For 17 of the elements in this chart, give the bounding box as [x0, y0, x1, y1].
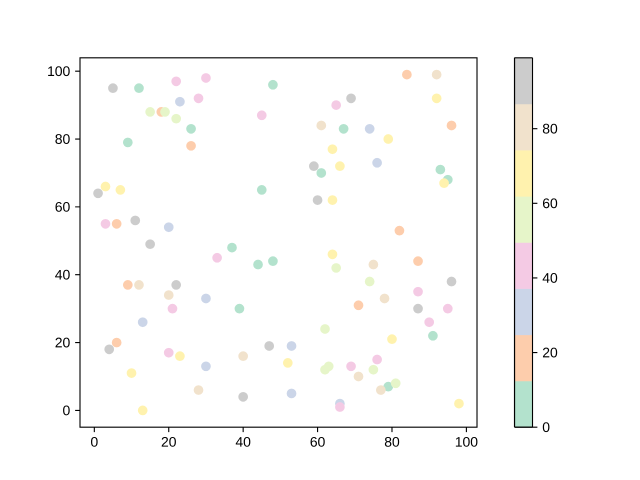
color-bar-label: 80	[542, 124, 558, 134]
x-tick-label: 60	[310, 436, 325, 447]
color-bar-label: 40	[542, 273, 558, 283]
y-tick-label: 0	[63, 405, 70, 416]
x-tick-label: 0	[91, 436, 98, 447]
y-tick-label: 60	[56, 202, 70, 212]
x-tick-label: 40	[236, 436, 250, 447]
y-tick-label: 100	[48, 66, 70, 76]
x-tick-label: 80	[384, 436, 400, 447]
y-tick-label: 80	[55, 134, 70, 144]
x-tick-label: 20	[162, 436, 176, 447]
x-tick-label: 100	[456, 436, 478, 447]
y-tick-label: 20	[55, 338, 70, 348]
color-bar-label: 60	[542, 198, 558, 208]
color-bar-label: 0	[542, 422, 550, 432]
color-bar-label: 20	[542, 348, 558, 358]
y-tick-label: 40	[55, 270, 70, 280]
